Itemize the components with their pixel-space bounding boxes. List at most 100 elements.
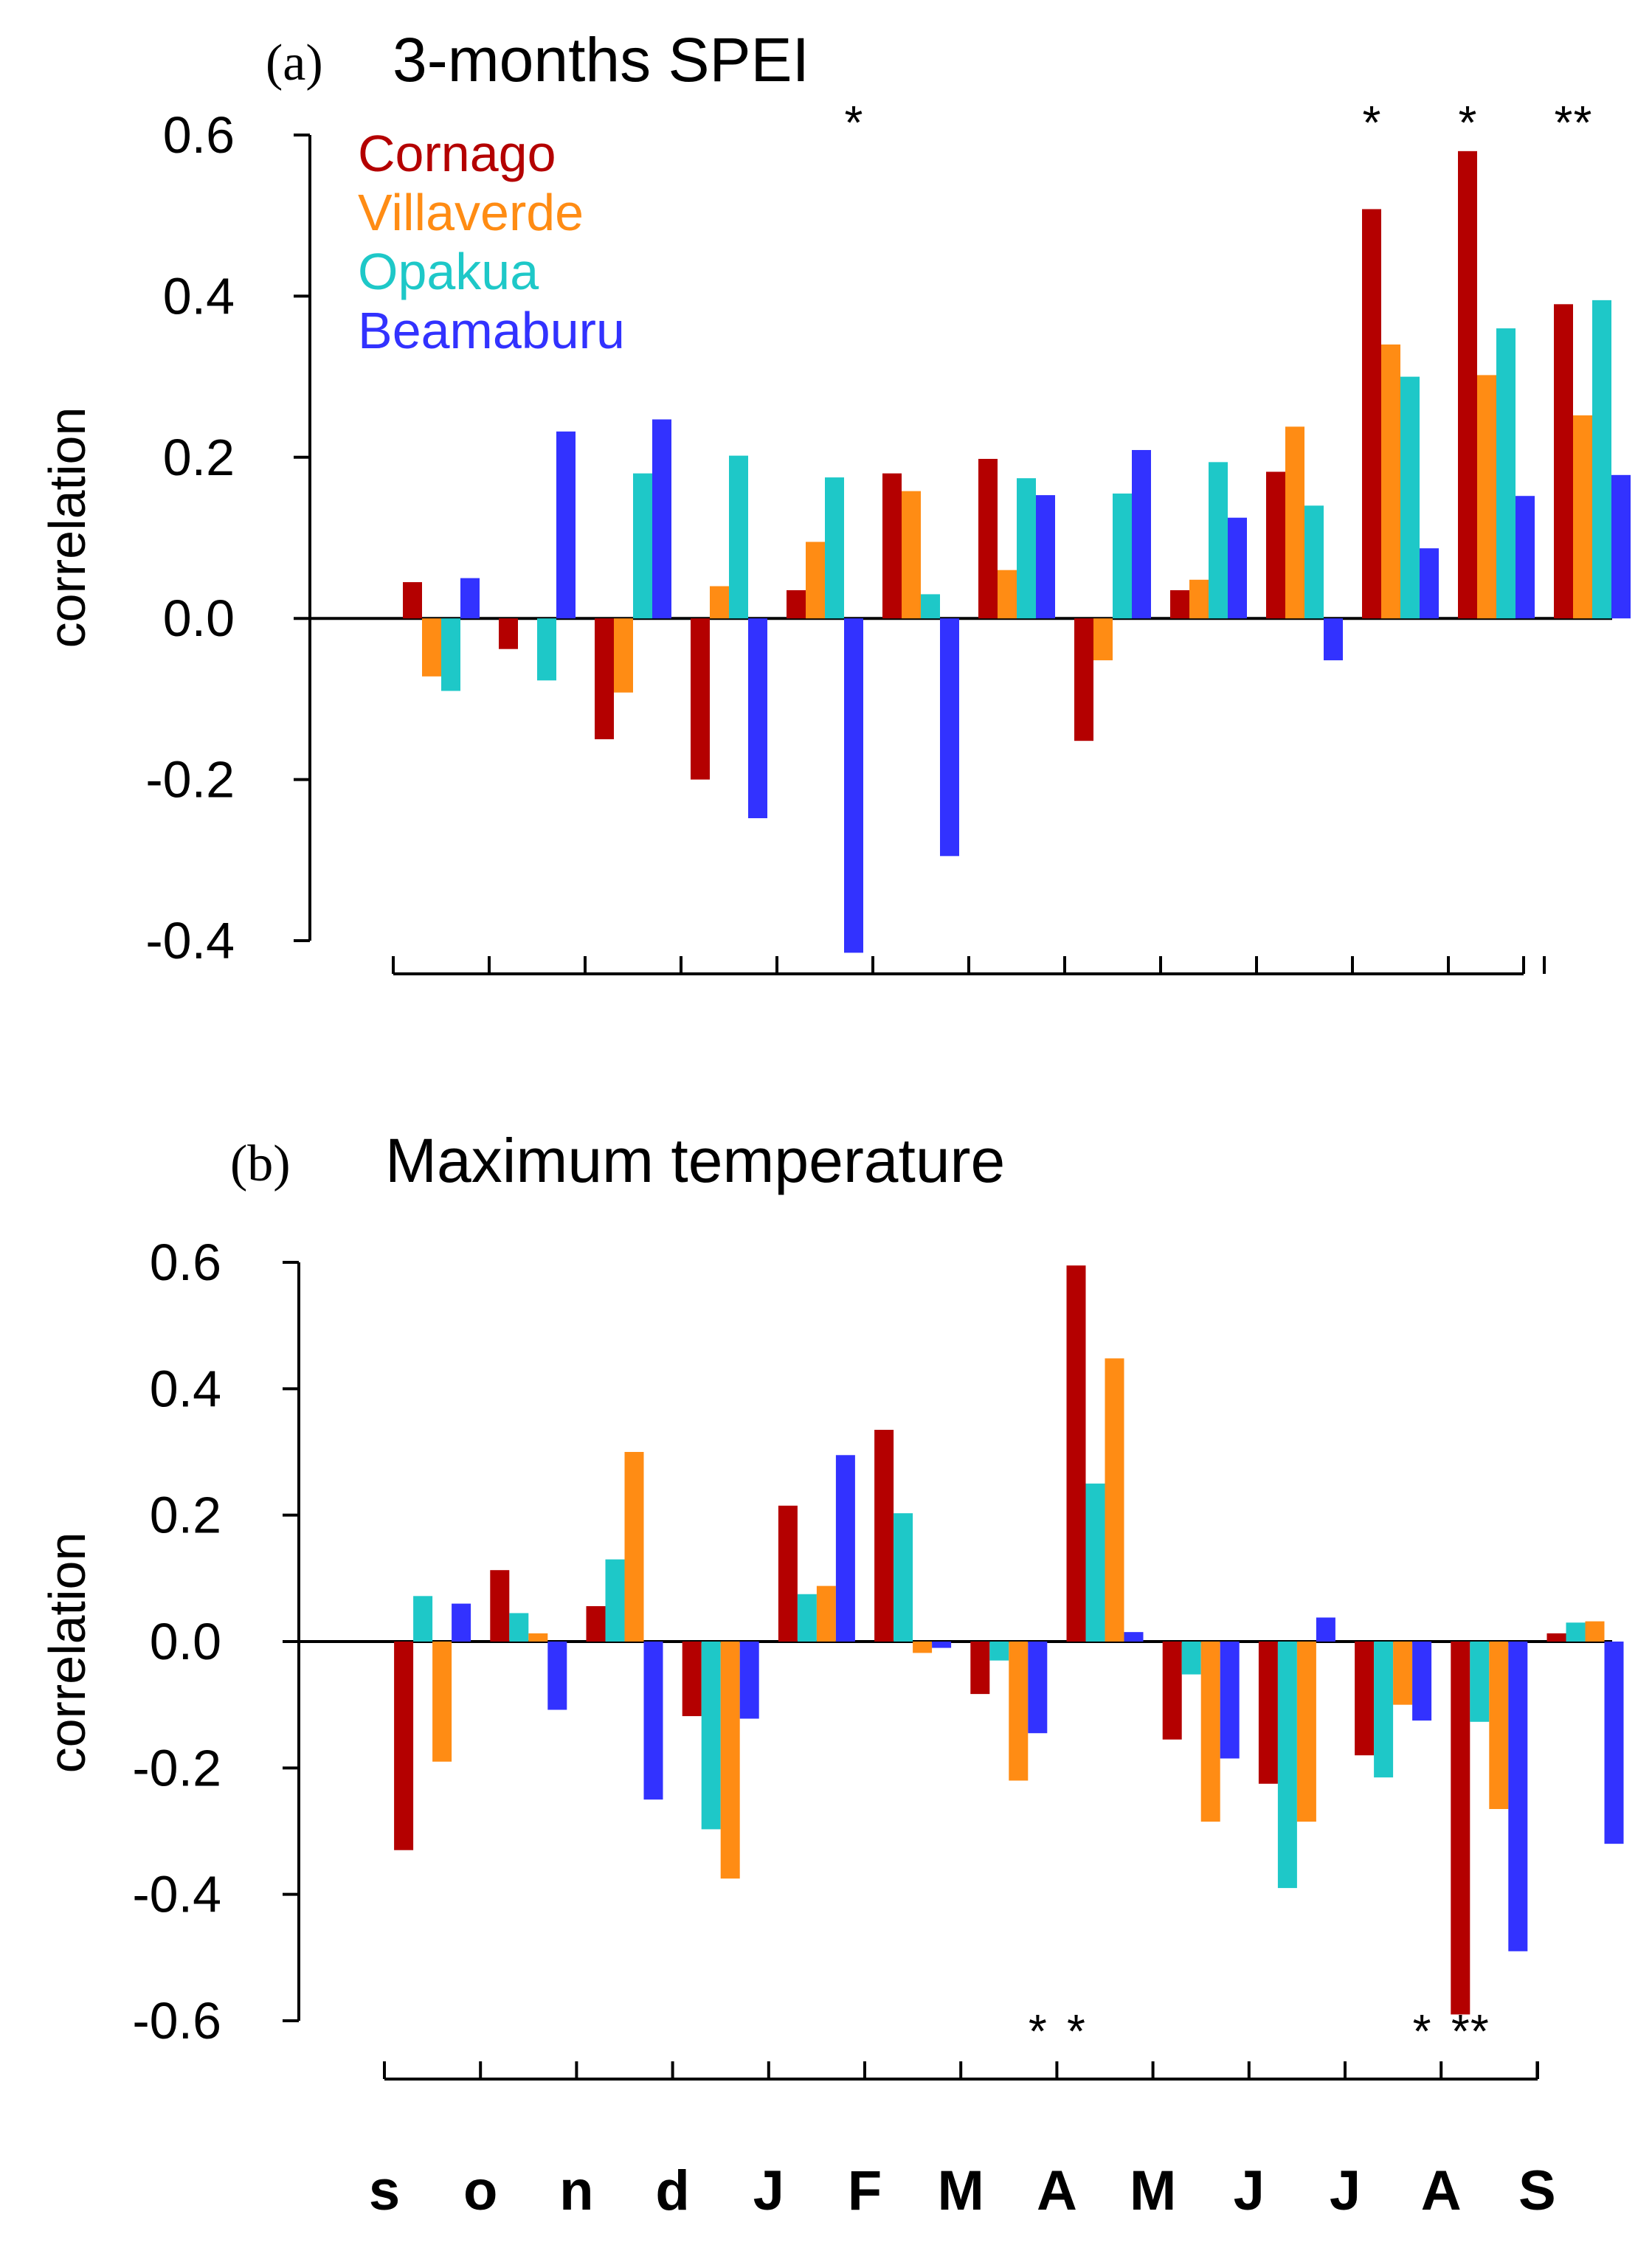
x-tick-label: F: [848, 2159, 882, 2222]
bar-cornago-3: [682, 1642, 702, 1717]
y-axis-label: correlation: [38, 407, 96, 649]
panel-title: Maximum temperature: [385, 1126, 1005, 1195]
bar-villaverde-1: [528, 1633, 548, 1642]
bar-beamaburu-9: [1324, 618, 1343, 660]
bar-opakua-8: [1181, 1642, 1201, 1675]
x-tick-label: J: [1234, 2159, 1265, 2222]
bar-cornago-5: [874, 1430, 894, 1642]
bar-villaverde-10: [1381, 344, 1400, 619]
bar-opakua-12: [1566, 1622, 1586, 1642]
bar-villaverde-11: [1489, 1642, 1509, 1810]
bar-beamaburu-2: [652, 419, 671, 619]
bar-beamaburu-8: [1220, 1642, 1240, 1759]
bar-villaverde-12: [1573, 415, 1592, 619]
bar-cornago-9: [1258, 1642, 1278, 1784]
bar-opakua-9: [1304, 505, 1324, 619]
bar-villaverde-7: [1093, 618, 1113, 660]
bar-opakua-3: [729, 455, 748, 619]
x-tick-label: A: [1037, 2159, 1077, 2222]
y-tick-label: 0.0: [150, 1613, 221, 1670]
significance-marker: *: [1459, 96, 1477, 149]
bar-cornago-1: [499, 618, 518, 649]
x-tick-label: J: [753, 2159, 784, 2222]
bar-opakua-10: [1374, 1642, 1394, 1778]
panel-a: (a) 3-months SPEI correlation -0.4 -0.2 0.0 0.…: [38, 25, 1631, 975]
bar-beamaburu-1: [547, 1642, 567, 1710]
bar-villaverde-3: [720, 1642, 740, 1879]
panel-letter: (b): [230, 1135, 291, 1192]
bar-villaverde-2: [624, 1452, 644, 1642]
bar-beamaburu-6: [1036, 495, 1055, 619]
bar-cornago-4: [787, 589, 806, 619]
panel-b: (b) Maximum temperature correlation -0.6 -0.…: [38, 1126, 1624, 2222]
y-tick-label: -0.4: [145, 912, 235, 969]
bar-beamaburu-11: [1516, 496, 1535, 619]
legend-entry-villaverde: Villaverde: [358, 184, 584, 241]
x-tick-label: n: [559, 2159, 593, 2222]
x-tick-label: s: [369, 2159, 400, 2222]
bar-villaverde-4: [816, 1585, 836, 1642]
bar-cornago-2: [586, 1606, 606, 1642]
significance-marker: *: [1363, 96, 1381, 149]
bar-opakua-1: [509, 1613, 529, 1642]
bar-cornago-0: [394, 1642, 414, 1850]
significance-marker: *: [1029, 2005, 1047, 2058]
bar-villaverde-7: [1105, 1358, 1124, 1642]
bar-beamaburu-4: [835, 1455, 855, 1642]
bar-villaverde-8: [1200, 1642, 1220, 1822]
bar-beamaburu-2: [643, 1642, 663, 1800]
bar-opakua-4: [825, 477, 844, 619]
panel-title: 3-months SPEI: [393, 25, 809, 94]
bar-beamaburu-0: [460, 578, 480, 619]
bar-villaverde-0: [422, 618, 441, 677]
bar-cornago-8: [1170, 589, 1189, 619]
bar-cornago-4: [778, 1505, 798, 1642]
bar-beamaburu-3: [748, 618, 767, 819]
bar-opakua-10: [1400, 376, 1420, 619]
bar-opakua-2: [605, 1559, 625, 1642]
bar-beamaburu-0: [452, 1603, 471, 1642]
bar-cornago-0: [403, 582, 422, 619]
y-tick-label: -0.2: [132, 1739, 221, 1796]
bar-opakua-5: [894, 1513, 913, 1642]
bar-opakua-2: [633, 473, 652, 619]
bar-opakua-4: [797, 1594, 817, 1642]
bar-beamaburu-5: [940, 618, 959, 857]
significance-marker: *: [1067, 2005, 1085, 2058]
bar-villaverde-12: [1585, 1621, 1605, 1642]
bar-cornago-12: [1546, 1633, 1566, 1642]
bar-cornago-8: [1162, 1642, 1182, 1740]
bar-beamaburu-3: [739, 1642, 759, 1719]
bar-opakua-0: [441, 618, 460, 691]
bar-cornago-5: [882, 473, 902, 619]
bar-villaverde-5: [913, 1642, 933, 1653]
bar-beamaburu-6: [1028, 1642, 1048, 1734]
x-tick-label: d: [655, 2159, 689, 2222]
bar-beamaburu-5: [932, 1642, 952, 1648]
bar-opakua-3: [701, 1642, 721, 1830]
x-tick-label: M: [1130, 2159, 1176, 2222]
x-tick-label: S: [1518, 2159, 1556, 2222]
legend-entry-opakua: Opakua: [358, 243, 539, 300]
y-tick-label: 0.0: [163, 589, 235, 647]
bar-beamaburu-11: [1508, 1642, 1528, 1951]
significance-marker: *: [1555, 96, 1573, 149]
x-tick-label: M: [938, 2159, 984, 2222]
bar-cornago-11: [1451, 1642, 1470, 2015]
bar-villaverde-9: [1285, 426, 1304, 619]
y-tick-label: 0.6: [150, 1234, 221, 1291]
bar-beamaburu-4: [844, 618, 863, 953]
bar-opakua-6: [1017, 478, 1036, 619]
bar-villaverde-8: [1189, 579, 1209, 619]
y-tick-label: -0.4: [132, 1866, 221, 1923]
legend-entry-beamaburu: Beamaburu: [358, 302, 625, 359]
bar-beamaburu-12: [1611, 474, 1631, 619]
bar-beamaburu-10: [1412, 1642, 1432, 1721]
bar-cornago-9: [1266, 471, 1285, 619]
y-tick-label: -0.2: [145, 751, 235, 809]
bar-villaverde-9: [1296, 1642, 1316, 1822]
bar-beamaburu-8: [1228, 517, 1247, 619]
bar-opakua-11: [1470, 1642, 1490, 1722]
bar-cornago-6: [978, 458, 998, 619]
